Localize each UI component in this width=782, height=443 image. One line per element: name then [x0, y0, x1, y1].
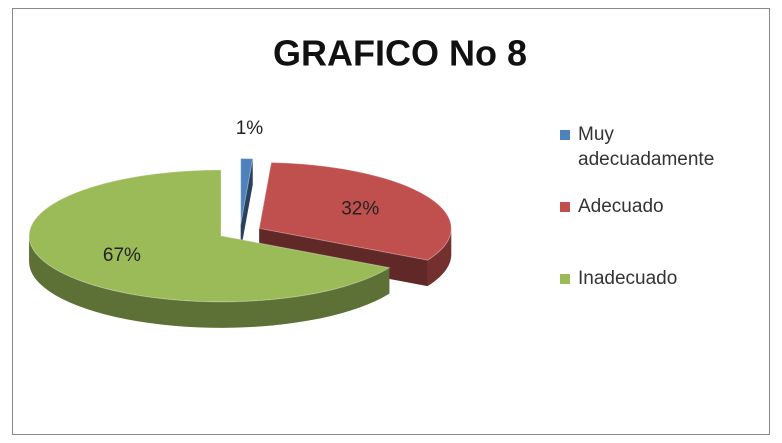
- legend: Muy adecuadamente Adecuado Inadecuado: [556, 122, 771, 338]
- data-label: 67%: [103, 245, 141, 266]
- slice-wall: [240, 158, 253, 251]
- legend-item: Inadecuado: [556, 266, 771, 291]
- slice: [240, 157, 254, 225]
- slice: [28, 169, 391, 303]
- legend-label: Adecuado: [578, 196, 664, 217]
- slice-side: [29, 235, 390, 328]
- data-label: 1%: [236, 118, 264, 139]
- legend-swatch: [560, 202, 570, 212]
- legend-swatch: [560, 274, 570, 284]
- legend-swatch: [560, 130, 570, 140]
- slice-side: [427, 228, 452, 287]
- data-label: 32%: [341, 198, 379, 219]
- legend-item: Muy adecuadamente: [556, 122, 771, 172]
- chart-title: GRAFICO No 8: [273, 33, 527, 74]
- legend-label: Inadecuado: [578, 268, 678, 289]
- slice: [258, 161, 452, 261]
- legend-label: Muy adecuadamente: [578, 124, 715, 170]
- legend-item: Adecuado: [556, 194, 771, 219]
